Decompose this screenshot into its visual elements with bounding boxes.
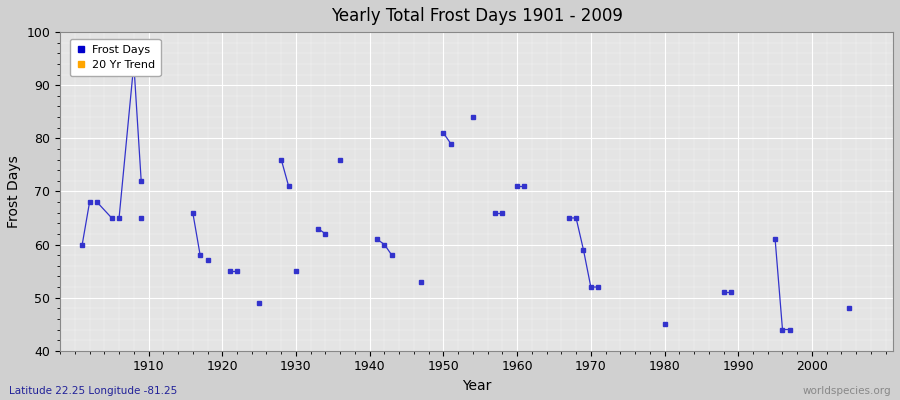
Text: worldspecies.org: worldspecies.org: [803, 386, 891, 396]
Y-axis label: Frost Days: Frost Days: [7, 155, 21, 228]
Legend: Frost Days, 20 Yr Trend: Frost Days, 20 Yr Trend: [70, 39, 161, 76]
Text: Latitude 22.25 Longitude -81.25: Latitude 22.25 Longitude -81.25: [9, 386, 177, 396]
X-axis label: Year: Year: [462, 379, 491, 393]
Title: Yearly Total Frost Days 1901 - 2009: Yearly Total Frost Days 1901 - 2009: [330, 7, 623, 25]
